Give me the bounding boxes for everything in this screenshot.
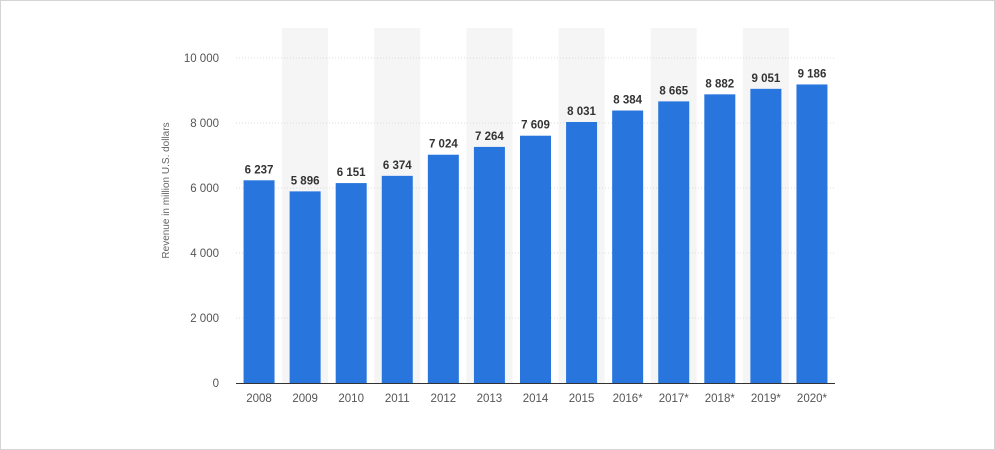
- y-tick-label: 0: [213, 378, 219, 390]
- data-label: 7 609: [521, 120, 550, 132]
- x-tick-label: 2016*: [613, 393, 644, 405]
- bar: [243, 180, 275, 383]
- y-tick-label: 8 000: [190, 118, 219, 130]
- data-label: 8 882: [705, 78, 734, 90]
- data-label: 6 374: [383, 160, 412, 172]
- x-tick-label: 2020*: [797, 393, 828, 405]
- y-tick-label: 10 000: [184, 53, 219, 65]
- data-label: 7 024: [429, 139, 458, 151]
- bar: [796, 84, 828, 383]
- data-label: 9 051: [751, 73, 780, 85]
- x-tick-label: 2013: [477, 393, 503, 405]
- x-tick-label: 2009: [292, 393, 318, 405]
- bar: [750, 88, 782, 383]
- data-label: 7 264: [475, 131, 504, 143]
- bar: [289, 191, 321, 383]
- data-label: 6 151: [337, 167, 366, 179]
- x-tick-label: 2014: [523, 393, 549, 405]
- bar: [520, 135, 551, 383]
- x-tick-label: 2018*: [705, 393, 736, 405]
- x-tick-label: 2011: [385, 393, 410, 405]
- data-label: 8 665: [659, 85, 688, 97]
- x-tick-label: 2010: [338, 393, 364, 405]
- data-label: 8 031: [567, 106, 596, 118]
- data-label: 6 237: [245, 164, 274, 176]
- data-label: 5 896: [291, 175, 320, 187]
- y-tick-label: 2 000: [190, 313, 219, 325]
- bar: [381, 175, 413, 383]
- x-tick-label: 2012: [431, 393, 457, 405]
- bar: [658, 101, 690, 383]
- bar: [704, 94, 736, 384]
- bars: [243, 84, 828, 384]
- bar: [612, 110, 644, 384]
- bar: [335, 183, 367, 383]
- x-axis-ticks: 2008 2009 2010 2011 2012 2013 2014 2015 2016* 201…: [246, 393, 827, 405]
- data-label: 9 186: [798, 68, 827, 80]
- y-axis-ticks: 0 2 000 4 000 6 000 8 000 10 000: [184, 53, 219, 390]
- x-tick-label: 2015: [569, 393, 595, 405]
- data-labels: 6 237 5 896 6 151 6 374 7 024 7 264 7 609 8 031…: [245, 68, 827, 187]
- bar: [427, 154, 459, 383]
- bar: [566, 121, 598, 384]
- x-tick-label: 2019*: [751, 393, 782, 405]
- y-axis-title: Revenue in million U.S. dollars: [161, 122, 172, 258]
- x-tick-label: 2017*: [659, 393, 690, 405]
- y-tick-label: 4 000: [190, 248, 219, 260]
- x-tick-label: 2008: [246, 393, 272, 405]
- bar: [473, 146, 505, 383]
- y-tick-label: 6 000: [190, 183, 219, 195]
- data-label: 8 384: [613, 95, 642, 107]
